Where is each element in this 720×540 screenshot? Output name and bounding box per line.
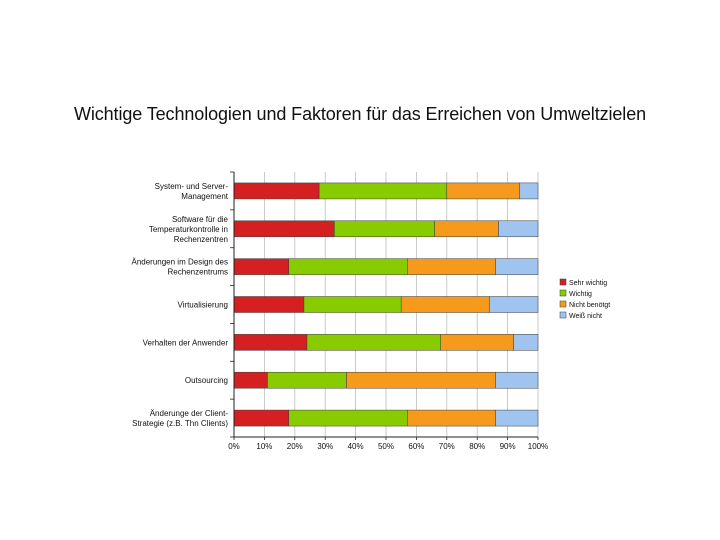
x-tick-label: 80% — [469, 442, 485, 451]
bar-segment-1-4 — [519, 182, 539, 200]
bar-segment-4-2 — [303, 296, 402, 313]
bar-segment-6-3 — [346, 371, 496, 389]
category-label: Verhalten der Anwender — [143, 338, 229, 347]
bar-segment-5-1 — [233, 334, 308, 351]
bar-segment-3-1 — [233, 258, 289, 275]
bar-segment-3-3 — [407, 258, 496, 275]
bar-segment-1-2 — [318, 182, 448, 200]
bar-segment-4-3 — [400, 296, 490, 313]
x-tick-label: 30% — [317, 442, 333, 451]
legend-swatch — [559, 300, 567, 308]
bar-segment-5-3 — [440, 334, 514, 351]
bar-segment-7-3 — [407, 409, 496, 427]
bar-segment-1-1 — [233, 182, 320, 200]
category-label: Änderunge der Client- — [150, 409, 229, 418]
category-label: Rechenzentrums — [168, 268, 228, 277]
bar-segment-2-4 — [498, 220, 539, 238]
bar-segment-6-2 — [267, 371, 347, 389]
bar-segment-2-1 — [233, 220, 335, 238]
bar-segment-6-1 — [233, 371, 268, 389]
category-label: System- und Server- — [155, 182, 229, 191]
bar-segment-3-2 — [288, 258, 408, 275]
bar-segment-5-2 — [306, 334, 441, 351]
x-tick-label: 0% — [228, 442, 240, 451]
x-tick-label: 10% — [256, 442, 272, 451]
bar-segment-2-2 — [334, 220, 435, 238]
bar-segment-6-4 — [495, 371, 539, 389]
x-tick-label: 90% — [500, 442, 516, 451]
x-tick-label: 40% — [348, 442, 364, 451]
bar-segment-3-4 — [495, 258, 539, 275]
legend-label: Weiß nicht — [569, 313, 602, 320]
category-label: Temperaturkontrolle in — [149, 225, 228, 234]
x-tick-label: 100% — [528, 442, 548, 451]
category-label: Software für die — [172, 215, 229, 224]
chart-title: Wichtige Technologien und Faktoren für d… — [73, 104, 647, 124]
legend-label: Nicht benötgt — [569, 302, 610, 309]
category-label: Änderungen im Design des — [131, 258, 228, 267]
x-tick-label: 50% — [378, 442, 394, 451]
x-tick-label: 70% — [439, 442, 455, 451]
legend-swatch — [559, 278, 567, 286]
bar-segment-2-3 — [434, 220, 499, 238]
category-label: Rechenzentren — [174, 235, 228, 244]
bar-segment-7-4 — [495, 409, 539, 427]
bar-segment-5-4 — [513, 334, 539, 351]
category-label: Outsourcing — [185, 376, 228, 385]
legend-label: Wichtig — [569, 291, 592, 298]
legend-swatch — [559, 311, 567, 319]
x-tick-label: 60% — [408, 442, 424, 451]
category-label: Virtualisierung — [177, 301, 228, 310]
bar-segment-1-3 — [446, 182, 521, 200]
bar-segment-4-4 — [489, 296, 539, 313]
legend-swatch — [559, 289, 567, 297]
legend-label: Sehr wichtig — [569, 280, 607, 287]
category-label: Strategie (z.B. Thn Clients) — [132, 419, 228, 428]
x-tick-label: 20% — [287, 442, 303, 451]
bar-segment-7-1 — [233, 409, 289, 427]
category-label: Management — [181, 192, 228, 201]
bar-segment-7-2 — [288, 409, 408, 427]
bar-segment-4-1 — [233, 296, 305, 313]
